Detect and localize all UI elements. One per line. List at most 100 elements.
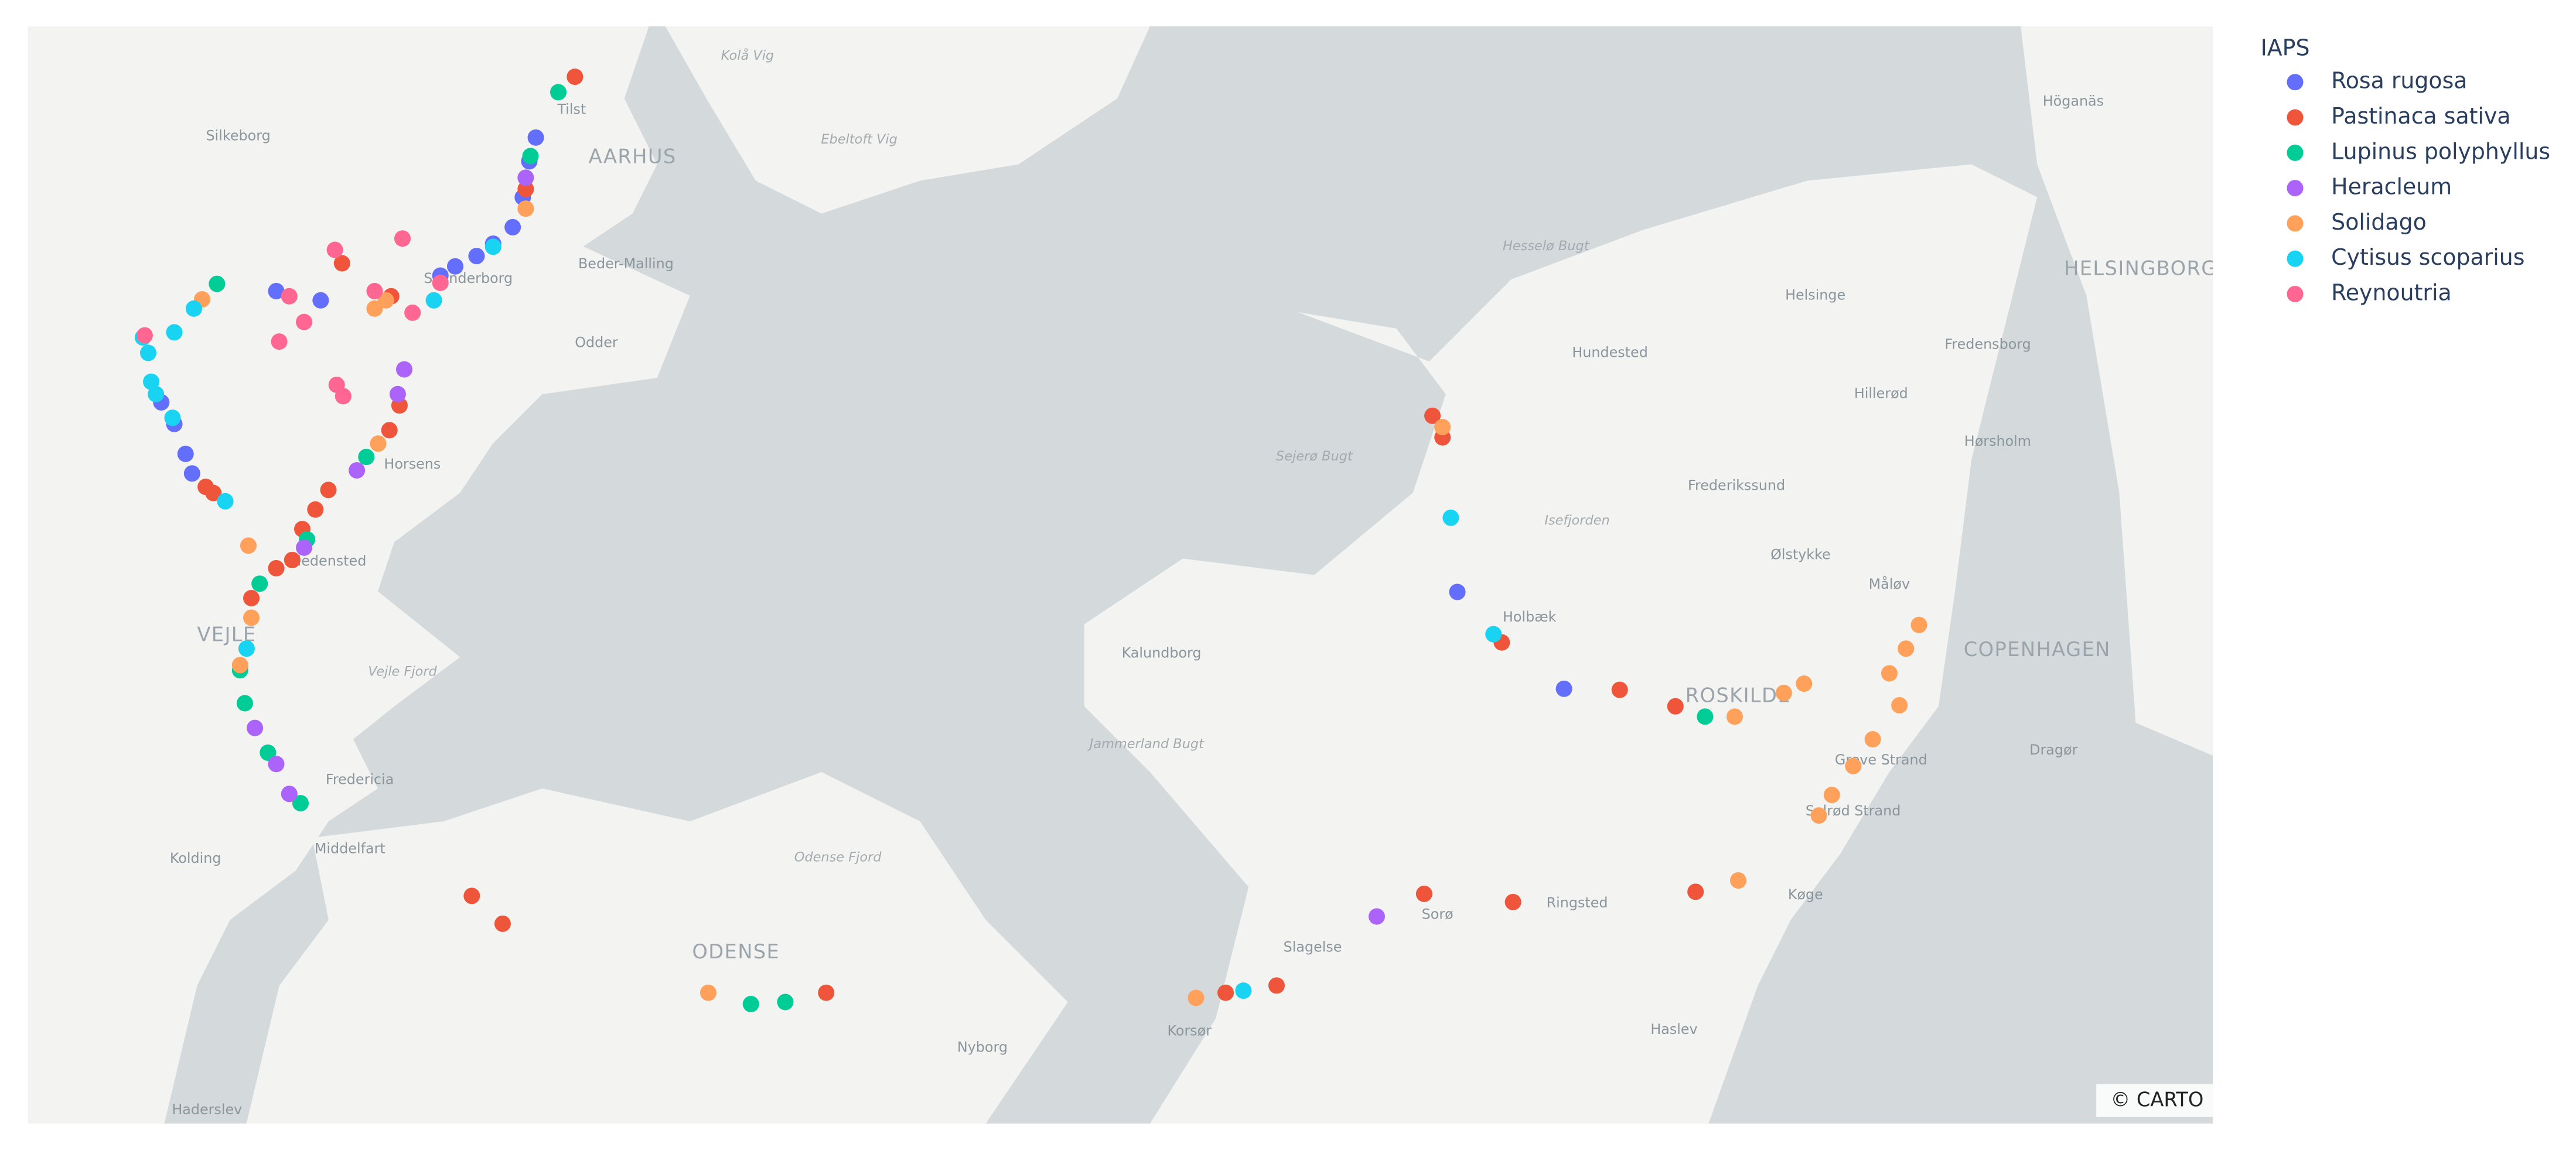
- place-label: Haslev: [1650, 1021, 1697, 1037]
- point: [446, 258, 464, 275]
- point: [281, 288, 298, 305]
- legend-marker: [2287, 250, 2304, 267]
- points: [134, 69, 1927, 1013]
- place-label: Sejerø Bugt: [1276, 449, 1353, 464]
- place-label: ROSKILDE: [1686, 684, 1791, 707]
- point: [1415, 885, 1432, 902]
- point: [700, 984, 716, 1001]
- place-label: Kolding: [170, 850, 221, 866]
- place-label: Nyborg: [957, 1039, 1008, 1056]
- point: [240, 537, 257, 554]
- point: [260, 744, 277, 761]
- point: [366, 282, 383, 299]
- place-label: Fredensborg: [1944, 336, 2031, 352]
- point: [243, 590, 260, 607]
- point: [349, 462, 366, 479]
- point: [268, 282, 285, 299]
- point: [432, 274, 449, 291]
- legend-marker: [2287, 215, 2304, 232]
- map-labels: Kolå Vig Tilst Silkeborg AARHUS Ebeltoft Vig…: [170, 47, 2213, 1118]
- point: [463, 887, 480, 904]
- place-label: Jammerland Bugt: [1087, 736, 1205, 752]
- point: [320, 482, 337, 499]
- place-label: Ølstykke: [1770, 546, 1831, 562]
- point: [522, 148, 539, 165]
- place-label: Fredericia: [326, 771, 394, 788]
- legend-label: Solidago: [2331, 209, 2427, 235]
- point: [268, 756, 285, 773]
- place-label: Helsinge: [1785, 286, 1845, 303]
- place-label: Køge: [1788, 886, 1823, 903]
- legend-title: IAPS: [2261, 35, 2310, 61]
- point: [333, 255, 350, 272]
- point: [818, 984, 835, 1001]
- point: [1775, 684, 1792, 701]
- place-label: Dragør: [2029, 742, 2077, 758]
- place-label: Beder-Malling: [578, 255, 674, 272]
- point: [292, 795, 309, 812]
- place-label: Kolå Vig: [721, 47, 774, 63]
- point: [1910, 616, 1927, 633]
- point: [271, 333, 288, 350]
- point: [251, 575, 268, 592]
- point: [1667, 698, 1684, 715]
- point: [527, 129, 544, 146]
- point: [1697, 708, 1714, 725]
- point: [1823, 786, 1840, 804]
- place-label: Hillerød: [1854, 385, 1908, 402]
- point: [517, 180, 534, 197]
- point: [389, 385, 406, 402]
- place-label: Middelfart: [315, 840, 385, 856]
- legend-marker: [2287, 180, 2304, 197]
- point: [1235, 982, 1252, 999]
- point: [312, 292, 329, 309]
- point: [1845, 757, 1862, 774]
- place-label: Hesselø Bugt: [1503, 238, 1590, 254]
- point: [236, 695, 253, 712]
- place-label: Sorø: [1422, 906, 1454, 922]
- point: [517, 169, 534, 186]
- point: [166, 324, 183, 341]
- point: [296, 539, 313, 556]
- point: [1268, 977, 1285, 994]
- point: [494, 915, 511, 932]
- legend: IAPS Rosa rugosa Pastinaca sativa Lupinus …: [2261, 35, 2550, 306]
- legend-label: Reynoutria: [2331, 279, 2452, 305]
- point: [136, 327, 153, 344]
- point: [148, 385, 165, 402]
- point: [1555, 680, 1572, 697]
- point: [1796, 675, 1813, 692]
- point: [1368, 908, 1385, 925]
- point: [358, 449, 375, 466]
- place-label: AARHUS: [589, 145, 677, 168]
- place-label: Kalundborg: [1122, 645, 1202, 661]
- point: [1442, 509, 1459, 526]
- point: [231, 657, 248, 674]
- point: [1726, 708, 1743, 725]
- point: [335, 388, 352, 405]
- land-funen: [246, 771, 1068, 1124]
- point: [205, 484, 222, 501]
- point: [177, 445, 194, 462]
- place-label: Haderslev: [172, 1101, 242, 1118]
- point: [307, 501, 324, 518]
- point: [238, 640, 255, 657]
- point: [1611, 681, 1628, 698]
- land-djursland: [665, 26, 1150, 214]
- legend-marker: [2287, 109, 2304, 126]
- legend-label: Rosa rugosa: [2331, 68, 2467, 94]
- legend-label: Heracleum: [2331, 174, 2452, 200]
- place-label: Isefjorden: [1544, 513, 1609, 528]
- point: [742, 996, 759, 1013]
- point: [164, 409, 181, 426]
- place-label: Ebeltoft Vig: [821, 132, 898, 147]
- point: [1188, 989, 1205, 1006]
- place-label: Odense Fjord: [794, 849, 882, 865]
- point: [1504, 893, 1521, 910]
- point: [550, 84, 567, 101]
- point: [185, 300, 202, 317]
- attribution: © CARTO: [2111, 1088, 2204, 1111]
- point: [394, 230, 411, 247]
